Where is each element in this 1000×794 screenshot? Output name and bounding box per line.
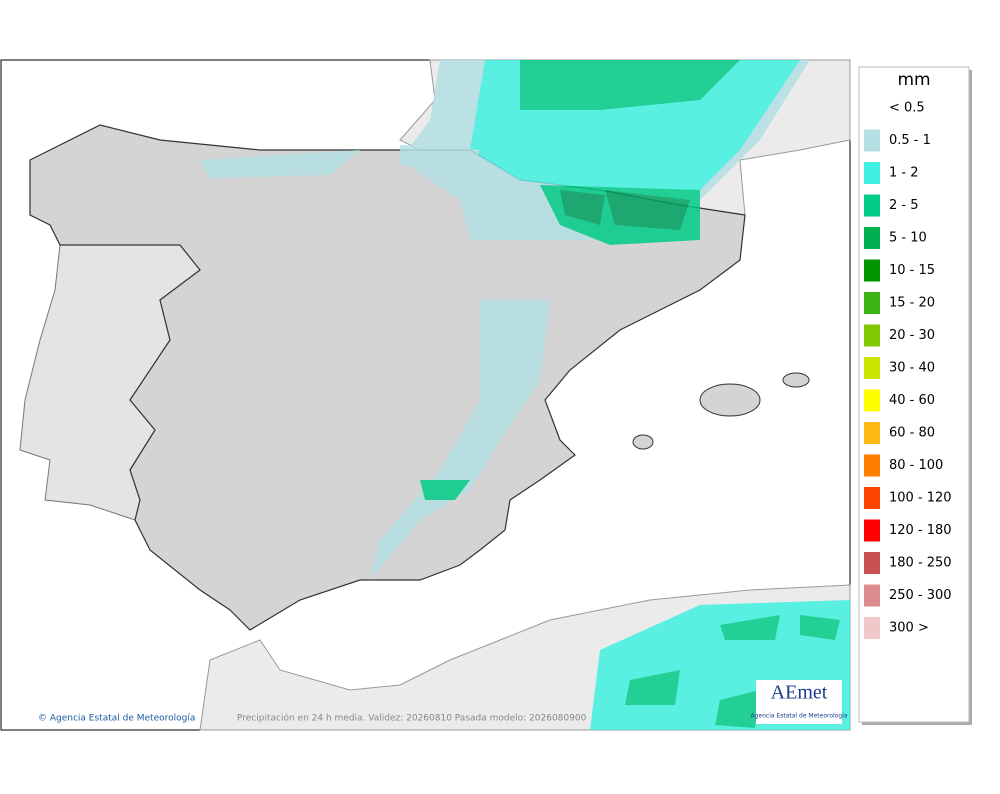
legend-label: 1 - 2: [889, 166, 919, 181]
legend-swatch: [864, 519, 880, 542]
mallorca: [699, 383, 761, 417]
legend-unit: mm: [897, 70, 930, 90]
legend-swatch: [864, 259, 880, 282]
legend-label: 100 - 120: [889, 491, 952, 506]
legend-swatch: [864, 389, 880, 412]
legend-label: 10 - 15: [889, 263, 935, 278]
legend-label: 0.5 - 1: [889, 133, 931, 148]
logo-box: [756, 680, 842, 724]
legend-swatch: [864, 162, 880, 184]
credit: © Agencia Estatal de Meteorología: [38, 714, 195, 724]
legend-label: 120 - 180: [889, 523, 952, 538]
legend-swatch: [864, 292, 880, 314]
ibiza: [632, 434, 654, 450]
legend-label: 60 - 80: [889, 426, 935, 441]
legend-swatch: [864, 227, 880, 249]
legend-label: 250 - 300: [889, 588, 952, 603]
legend-label: 300 >: [889, 621, 929, 636]
legend-swatch: [864, 194, 880, 217]
logo-subtitle: Agencia Estatal de Meteorología: [751, 713, 848, 720]
legend-swatch: [864, 324, 880, 347]
legend-swatch: [864, 422, 880, 444]
menorca: [782, 372, 810, 388]
legend-swatch: [864, 552, 880, 574]
legend-label: 20 - 30: [889, 328, 935, 343]
logo-name: AEmet: [771, 682, 828, 704]
legend-label: 2 - 5: [889, 198, 919, 213]
legend-swatch: [864, 357, 880, 379]
precip-areas: [200, 60, 850, 730]
map: © Agencia Estatal de Meteorología Precip…: [0, 59, 851, 731]
legend: mm < 0.5 0.5 - 1 1 - 2 2 - 5 5 - 10 10 - 15 15…: [858, 66, 972, 725]
caption: Precipitación en 24 h media. Validez: 20…: [237, 713, 587, 724]
legend-label: 15 - 20: [889, 296, 935, 311]
legend-label: 40 - 60: [889, 393, 935, 408]
legend-label: 30 - 40: [889, 361, 935, 376]
legend-label: 180 - 250: [889, 556, 952, 571]
legend-label: < 0.5: [889, 101, 925, 116]
legend-label: 80 - 100: [889, 458, 943, 473]
legend-swatch: [864, 454, 880, 477]
legend-label: 5 - 10: [889, 231, 927, 246]
legend-swatch: [864, 584, 880, 607]
legend-swatch: [864, 487, 880, 509]
legend-swatch: [864, 129, 880, 152]
legend-swatch: [864, 617, 880, 639]
